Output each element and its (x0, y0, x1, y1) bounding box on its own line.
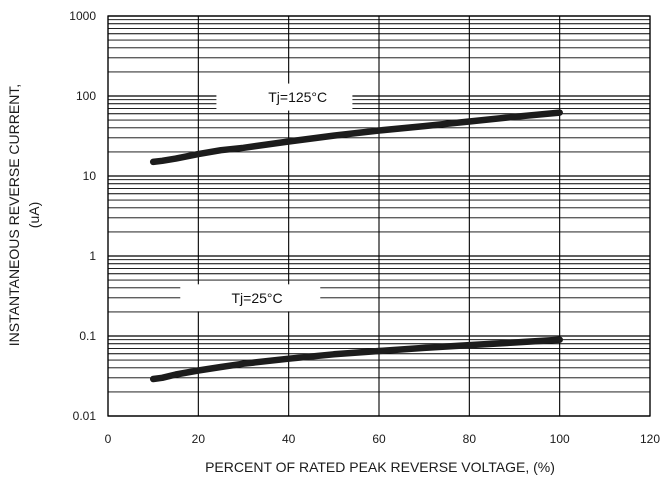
y-tick-labels: 0.01 0.1 1 10 100 1000 (69, 9, 96, 423)
y-tick-label: 100 (76, 89, 96, 103)
series-annotation-label-1: Tj=25°C (231, 290, 282, 306)
y-tick-label: 1000 (69, 9, 96, 23)
annotation-layer: Tj=125°C Tj=25°C (180, 83, 353, 312)
x-tick-label: 0 (105, 432, 112, 446)
series-line-1 (149, 336, 563, 383)
x-tick-label: 60 (372, 432, 386, 446)
x-tick-label: 20 (192, 432, 206, 446)
y-tick-label: 0.01 (73, 409, 97, 423)
x-tick-label: 40 (282, 432, 296, 446)
x-tick-label: 100 (550, 432, 570, 446)
x-tick-label: 120 (640, 432, 660, 446)
y-tick-label: 0.1 (79, 329, 96, 343)
series-layer (149, 109, 563, 383)
y-axis-label-line1: INSTANTANEOUS REVERSE CURRENT, (6, 84, 22, 346)
series-annotation-box-1 (180, 284, 321, 312)
y-tick-label: 1 (89, 249, 96, 263)
x-tick-label: 80 (463, 432, 477, 446)
x-tick-labels: 0 20 40 60 80 100 120 (105, 432, 661, 446)
y-tick-label: 10 (83, 169, 97, 183)
series-annotation-box-0 (216, 83, 353, 111)
series-annotation-label-0: Tj=125°C (268, 89, 327, 105)
plot-frame (107, 15, 651, 417)
x-axis-label: PERCENT OF RATED PEAK REVERSE VOLTAGE, (… (205, 459, 555, 475)
series-line-0 (149, 109, 563, 166)
y-axis-label-line2: (uA) (26, 202, 42, 228)
major-gridlines (107, 15, 651, 417)
